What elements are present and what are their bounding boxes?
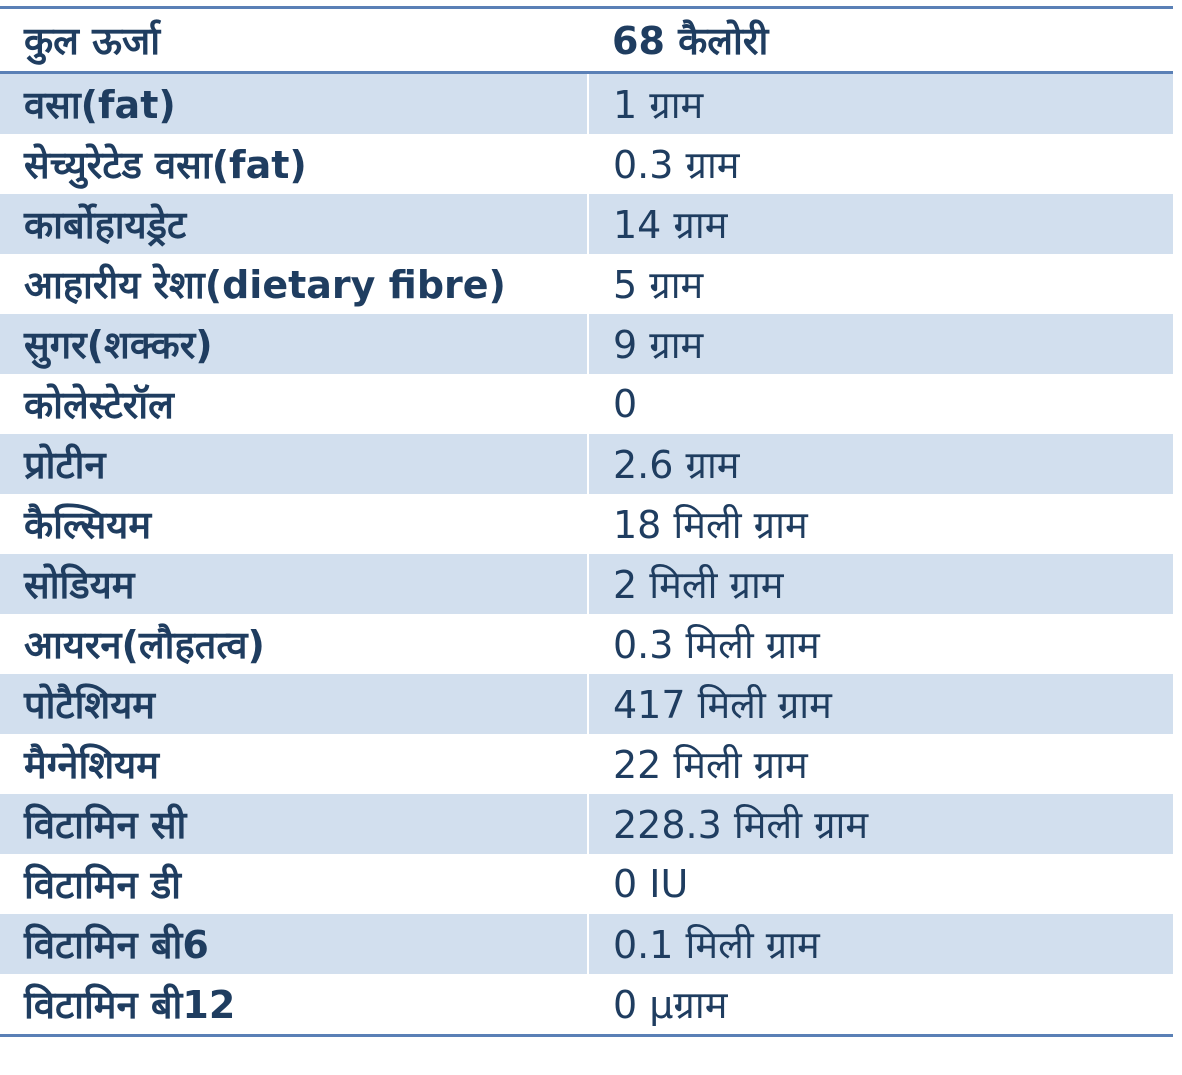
nutrient-value: 0.3 मिली ग्राम bbox=[587, 614, 1173, 674]
nutrient-name: आयरन(लौहतत्व) bbox=[24, 623, 265, 667]
nutrient-name: कोलेस्टेरॉल bbox=[24, 383, 174, 427]
nutrient-name: प्रोटीन bbox=[0, 434, 588, 494]
table-row: विटामिन बी12 0 μग्राम bbox=[0, 974, 1173, 1036]
nutrient-value: 0.1 मिली ग्राम bbox=[587, 914, 1173, 974]
nutrient-name: आहारीय रेशा(dietary fibre) bbox=[24, 263, 506, 307]
nutrient-value: 14 ग्राम bbox=[587, 194, 1173, 254]
table-row: सुगर(शक्कर) 9 ग्राम bbox=[0, 314, 1173, 374]
table-row: सेच्युरेटेड वसा(fat) 0.3 ग्राम bbox=[0, 134, 1173, 194]
nutrient-value: 0 μग्राम bbox=[587, 974, 1173, 1036]
nutrient-name: विटामिन सी bbox=[0, 794, 588, 854]
table-row: विटामिन सी 228.3 मिली ग्राम bbox=[0, 794, 1173, 854]
nutrient-name: विटामिन डी bbox=[24, 863, 182, 907]
nutrient-value: 18 मिली ग्राम bbox=[587, 494, 1173, 554]
nutrition-table: कुल ऊर्जा 68 कैलोरी वसा(fat) 1 ग्राम सेच… bbox=[0, 6, 1173, 1037]
nutrient-value: 228.3 मिली ग्राम bbox=[587, 794, 1173, 854]
nutrient-name: विटामिन बी6 bbox=[0, 914, 588, 974]
table-row: प्रोटीन 2.6 ग्राम bbox=[0, 434, 1173, 494]
nutrient-value: 417 मिली ग्राम bbox=[587, 674, 1173, 734]
table-row: विटामिन बी6 0.1 मिली ग्राम bbox=[0, 914, 1173, 974]
nutrient-value: 5 ग्राम bbox=[587, 254, 1173, 314]
nutrient-value: 0 bbox=[587, 374, 1173, 434]
nutrient-name: पोटैशियम bbox=[0, 674, 588, 734]
table-row: सोडियम 2 मिली ग्राम bbox=[0, 554, 1173, 614]
nutrient-name: कार्बोहायड्रेट bbox=[0, 194, 588, 254]
nutrient-name: कैल्सियम bbox=[24, 503, 152, 547]
nutrient-name: सुगर(शक्कर) bbox=[0, 314, 588, 374]
nutrient-name: सोडियम bbox=[0, 554, 588, 614]
table-row: कोलेस्टेरॉल 0 bbox=[0, 374, 1173, 434]
nutrient-name: वसा(fat) bbox=[0, 72, 588, 134]
header-label: कुल ऊर्जा bbox=[0, 7, 588, 74]
nutrient-value: 2.6 ग्राम bbox=[587, 434, 1173, 494]
nutrient-value: 9 ग्राम bbox=[587, 314, 1173, 374]
nutrient-name: मैग्नेशियम bbox=[24, 743, 159, 787]
table-row: विटामिन डी 0 IU bbox=[0, 854, 1173, 914]
nutrient-name: विटामिन बी12 bbox=[24, 983, 236, 1027]
nutrient-value: 22 मिली ग्राम bbox=[587, 734, 1173, 794]
nutrient-name: सेच्युरेटेड वसा(fat) bbox=[24, 143, 307, 187]
nutrient-value: 0 IU bbox=[587, 854, 1173, 914]
nutrient-value: 0.3 ग्राम bbox=[587, 134, 1173, 194]
header-value: 68 कैलोरी bbox=[588, 7, 1173, 74]
table-row: कैल्सियम 18 मिली ग्राम bbox=[0, 494, 1173, 554]
nutrient-value: 2 मिली ग्राम bbox=[587, 554, 1173, 614]
table-row: पोटैशियम 417 मिली ग्राम bbox=[0, 674, 1173, 734]
nutrient-value: 1 ग्राम bbox=[587, 72, 1173, 134]
table-row: मैग्नेशियम 22 मिली ग्राम bbox=[0, 734, 1173, 794]
table-row: आयरन(लौहतत्व) 0.3 मिली ग्राम bbox=[0, 614, 1173, 674]
table-row: वसा(fat) 1 ग्राम bbox=[0, 72, 1173, 134]
table-row: आहारीय रेशा(dietary fibre) 5 ग्राम bbox=[0, 254, 1173, 314]
table-header-row: कुल ऊर्जा 68 कैलोरी bbox=[0, 7, 1173, 74]
table-row: कार्बोहायड्रेट 14 ग्राम bbox=[0, 194, 1173, 254]
